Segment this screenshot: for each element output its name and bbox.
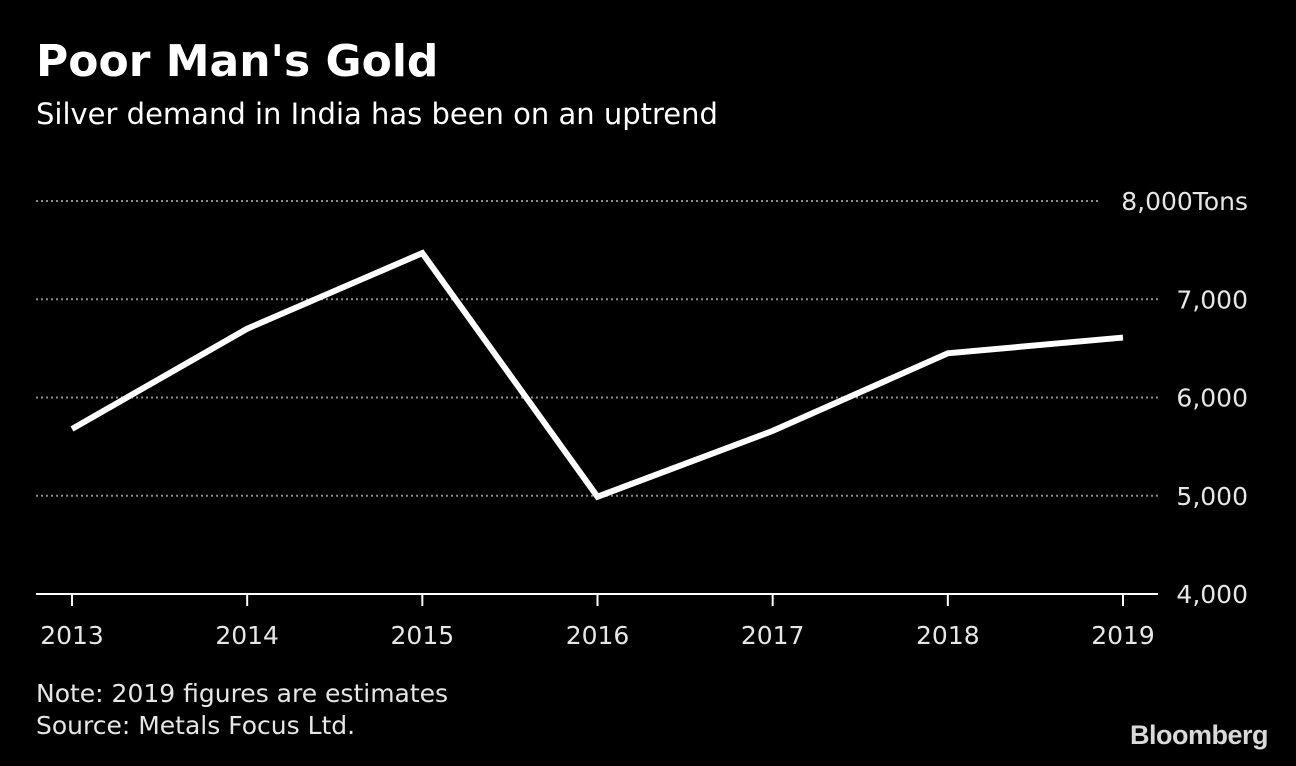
x-axis — [36, 593, 1158, 606]
series-layer — [70, 249, 1124, 501]
footnote: Note: 2019 figures are estimates — [36, 679, 449, 708]
y-tick-label: 8,000Tons — [1121, 187, 1248, 216]
chart-subtitle: Silver demand in India has been on an up… — [36, 97, 718, 131]
series-line — [70, 249, 1124, 501]
x-tick-label: 2014 — [215, 621, 279, 650]
x-tick-label: 2018 — [916, 621, 980, 650]
x-tick-label: 2015 — [391, 621, 455, 650]
x-tick-label: 2016 — [566, 621, 630, 650]
y-tick-label: 5,000 — [1176, 482, 1248, 511]
chart-title: Poor Man's Gold — [36, 36, 439, 87]
x-tick-label: 2017 — [741, 621, 805, 650]
source-note: Source: Metals Focus Ltd. — [36, 711, 356, 740]
x-tick-label: 2019 — [1091, 621, 1155, 650]
y-axis-labels: 4,000 5,000 6,000 7,000 8,000Tons — [1121, 187, 1248, 609]
bloomberg-logo: Bloomberg — [1129, 720, 1269, 750]
y-tick-label: 6,000 — [1176, 384, 1248, 413]
y-tick-label: 4,000 — [1176, 580, 1248, 609]
y-tick-label: 7,000 — [1176, 285, 1248, 314]
x-axis-labels: 2013 2014 2015 2016 2017 2018 2019 — [40, 621, 1155, 650]
x-tick-label: 2013 — [40, 621, 104, 650]
